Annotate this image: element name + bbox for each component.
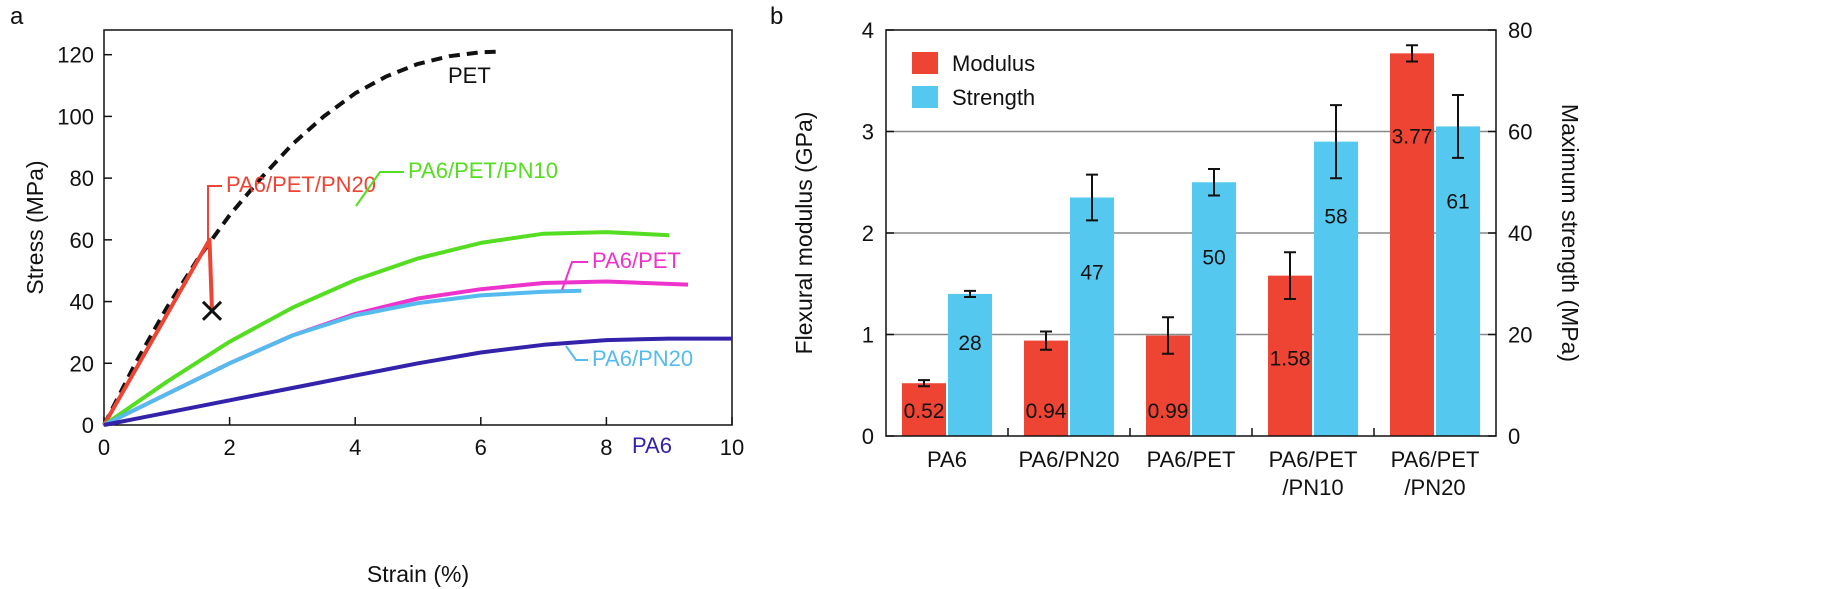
series-line-pa6-pet-pn10	[102, 230, 670, 427]
y-tick-label-a: 20	[70, 351, 94, 376]
panel-label-b: b	[770, 3, 783, 30]
category-label: PA6/PN20	[1018, 447, 1119, 472]
y2-tick-label-b: 80	[1508, 18, 1532, 43]
y-tick-label-a: 0	[82, 413, 94, 438]
bar-value-label: 1.58	[1270, 348, 1311, 371]
modulus-bar	[1024, 340, 1068, 436]
curve-label: PA6/PN20	[592, 346, 693, 371]
x-tick-label-a: 0	[98, 435, 110, 460]
category-label: /PN10	[1282, 475, 1343, 500]
strength-bar	[1192, 182, 1236, 436]
category-label: PA6/PET	[1147, 447, 1236, 472]
bar-value-label: 61	[1446, 190, 1469, 213]
curve-label: PA6	[632, 433, 672, 458]
modulus-bar	[1390, 53, 1434, 436]
x-tick-label-a: 10	[720, 435, 744, 460]
y-tick-label-b: 1	[862, 323, 874, 348]
strength-bar	[1070, 197, 1114, 436]
y-tick-label-b: 2	[862, 221, 874, 246]
curve-label: PA6/PET/PN10	[408, 158, 558, 183]
legend-label: Strength	[952, 85, 1035, 110]
bar-value-label: 50	[1202, 246, 1225, 269]
y2-axis-label-b: Maximum strength (MPa)	[1557, 104, 1583, 362]
y-tick-label-a: 80	[70, 166, 94, 191]
series-line-pet	[102, 49, 500, 426]
bar-value-label: 28	[958, 332, 981, 355]
x-axis-label-a: Strain (%)	[367, 561, 469, 587]
y-tick-label-a: 100	[57, 104, 94, 129]
bar-value-label: 47	[1080, 261, 1103, 284]
series-line-pa6-pn20	[103, 288, 582, 427]
y2-tick-label-b: 40	[1508, 221, 1532, 246]
curve-label: PA6/PET	[592, 248, 681, 273]
plot-area-a	[103, 29, 733, 426]
legend-swatch	[912, 52, 938, 74]
error-bar	[1040, 330, 1052, 351]
error-bar	[1208, 168, 1220, 197]
x-tick-label-a: 8	[600, 435, 612, 460]
bar-value-label: 0.94	[1026, 400, 1067, 423]
category-label: /PN20	[1404, 475, 1465, 500]
y-tick-label-a: 60	[70, 228, 94, 253]
y-tick-label-a: 40	[70, 290, 94, 315]
curve-label-leader	[355, 171, 404, 207]
y-tick-label-b: 3	[862, 120, 874, 145]
error-bar	[1330, 104, 1342, 180]
panel-label-a: a	[10, 3, 24, 30]
strength-bar	[948, 293, 992, 436]
error-bar	[1406, 44, 1418, 63]
curve-label-leader	[561, 261, 588, 291]
strength-bar	[1436, 126, 1480, 437]
category-label: PA6/PET	[1391, 447, 1480, 472]
y-tick-label-b: 0	[862, 424, 874, 449]
legend-swatch	[912, 86, 938, 108]
curve-label-leader	[565, 345, 588, 361]
error-bar	[964, 289, 976, 298]
series-line-pa6-pet-pn20	[102, 237, 214, 426]
error-bar	[1284, 251, 1296, 300]
modulus-bar	[1268, 275, 1312, 436]
curve-label: PET	[448, 63, 491, 88]
strength-bar	[1314, 141, 1358, 436]
series-line-pa6	[103, 336, 732, 427]
bar-value-label: 0.99	[1148, 400, 1189, 423]
y2-tick-label-b: 0	[1508, 424, 1520, 449]
x-tick-label-a: 6	[475, 435, 487, 460]
error-bar	[1086, 173, 1098, 222]
x-tick-label-a: 2	[223, 435, 235, 460]
category-label: PA6/PET	[1269, 447, 1358, 472]
legend-label: Modulus	[952, 51, 1035, 76]
y-axis-label-b: Flexural modulus (GPa)	[791, 112, 817, 355]
error-bar	[1162, 316, 1174, 355]
y2-tick-label-b: 60	[1508, 120, 1532, 145]
y-tick-label-a: 120	[57, 43, 94, 68]
category-label: PA6	[927, 447, 967, 472]
bar-value-label: 0.52	[904, 400, 945, 423]
error-bar	[918, 379, 930, 388]
modulus-bar	[902, 383, 946, 436]
curve-label-leader	[207, 185, 222, 248]
error-bar	[1452, 93, 1464, 159]
fracture-marker	[201, 300, 223, 321]
bar-value-label: 3.77	[1392, 125, 1433, 148]
y-axis-label-a: Stress (MPa)	[22, 160, 48, 294]
curve-label: PA6/PET/PN20	[226, 172, 376, 197]
bar-value-label: 58	[1324, 206, 1347, 229]
y2-tick-label-b: 20	[1508, 323, 1532, 348]
y-tick-label-b: 4	[862, 18, 874, 43]
x-tick-label-a: 4	[349, 435, 361, 460]
